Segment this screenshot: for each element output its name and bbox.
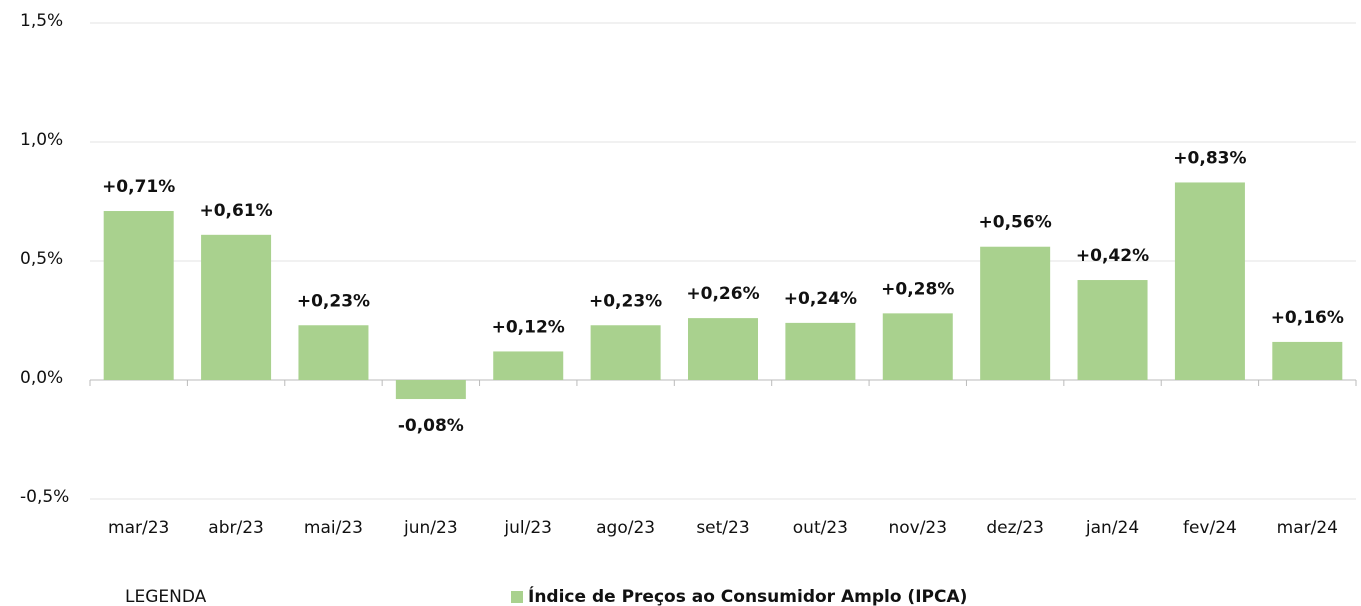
bar xyxy=(395,380,466,400)
x-tick-label: abr/23 xyxy=(208,518,264,538)
bar xyxy=(785,322,856,380)
bar xyxy=(201,234,272,380)
bar xyxy=(688,318,758,380)
legend-label: Índice de Preços ao Consumidor Amplo (IP… xyxy=(528,585,967,606)
bar xyxy=(590,325,661,380)
x-tick-label: mar/23 xyxy=(108,518,169,538)
x-tick-label: ago/23 xyxy=(596,518,655,538)
value-label: +0,24% xyxy=(784,289,857,309)
x-tick-label: set/23 xyxy=(696,518,749,538)
x-tick-label: mai/23 xyxy=(304,518,363,538)
legend-swatch xyxy=(511,591,523,603)
bar xyxy=(1077,280,1148,380)
value-label: +0,23% xyxy=(297,291,370,311)
x-tick-label: dez/23 xyxy=(986,518,1044,538)
value-label: +0,26% xyxy=(686,284,759,304)
bar xyxy=(882,313,953,380)
value-label: +0,16% xyxy=(1271,308,1344,328)
bar xyxy=(1174,182,1245,380)
value-label: +0,28% xyxy=(881,279,954,299)
bar xyxy=(298,325,369,380)
y-tick-label: 0,5% xyxy=(20,249,63,269)
x-tick-label: jan/24 xyxy=(1085,518,1139,538)
bar xyxy=(980,246,1051,380)
y-tick-label: 1,0% xyxy=(20,130,63,150)
value-label: +0,71% xyxy=(102,177,175,197)
legend-title: LEGENDA xyxy=(125,587,207,606)
bar xyxy=(493,351,564,380)
value-label: +0,12% xyxy=(492,317,565,337)
value-label: +0,56% xyxy=(979,213,1052,233)
x-tick-label: mar/24 xyxy=(1277,518,1338,538)
value-label: +0,83% xyxy=(1173,148,1246,168)
value-label: +0,23% xyxy=(589,291,662,311)
value-label: -0,08% xyxy=(398,416,464,436)
y-tick-label: 1,5% xyxy=(20,11,63,31)
value-label: +0,42% xyxy=(1076,246,1149,266)
x-tick-label: jul/23 xyxy=(503,518,552,538)
bar xyxy=(103,211,174,380)
x-tick-label: jun/23 xyxy=(403,518,458,538)
y-tick-label: -0,5% xyxy=(20,487,69,507)
y-tick-label: 0,0% xyxy=(20,368,63,388)
x-tick-label: out/23 xyxy=(793,518,848,538)
value-label: +0,61% xyxy=(199,201,272,221)
bar xyxy=(1272,341,1343,380)
x-tick-label: fev/24 xyxy=(1183,518,1237,538)
x-tick-label: nov/23 xyxy=(888,518,947,538)
